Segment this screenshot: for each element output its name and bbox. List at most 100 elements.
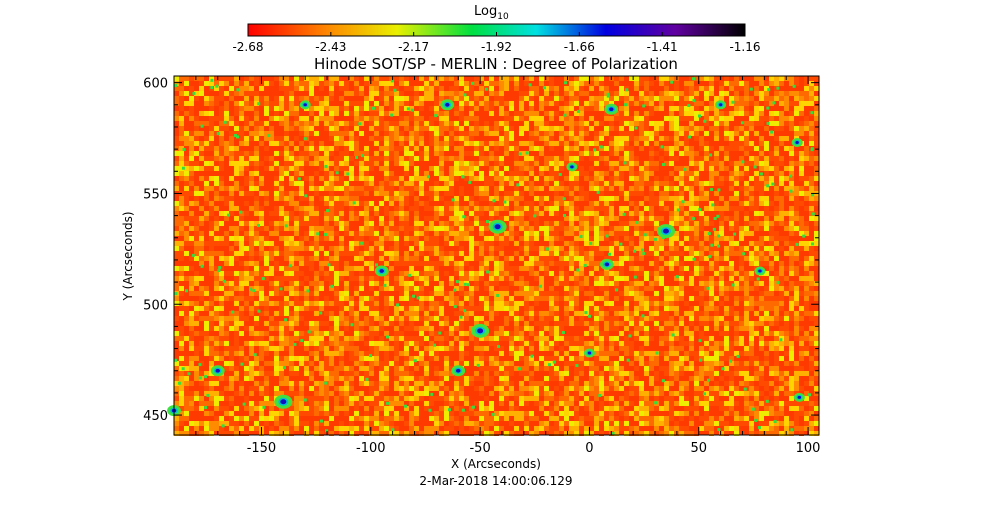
heatmap-cell xyxy=(789,256,794,261)
heatmap-cell xyxy=(684,216,689,221)
heatmap-cell xyxy=(299,166,304,171)
heatmap-cell xyxy=(734,146,739,151)
heatmap-cell xyxy=(439,281,444,286)
heatmap-cell xyxy=(664,306,669,311)
heatmap-cell xyxy=(179,131,184,136)
heatmap-cell xyxy=(739,161,744,166)
heatmap-cell xyxy=(754,281,759,286)
heatmap-cell xyxy=(274,321,279,326)
heatmap-cell xyxy=(354,81,359,86)
heatmap-cell xyxy=(279,166,284,171)
heatmap-cell xyxy=(704,131,709,136)
heatmap-cell xyxy=(509,176,514,181)
heatmap-cell xyxy=(194,161,199,166)
heatmap-cell xyxy=(669,96,674,101)
heatmap-cell xyxy=(759,96,764,101)
heatmap-cell xyxy=(219,106,224,111)
heatmap-cell xyxy=(414,291,419,296)
heatmap-cell xyxy=(464,331,469,336)
heatmap-cell xyxy=(309,211,314,216)
heatmap-cell xyxy=(774,91,779,96)
heatmap-cell xyxy=(269,126,274,131)
heatmap-cell xyxy=(579,281,584,286)
heatmap-cell xyxy=(784,221,789,226)
heatmap-cell xyxy=(519,141,524,146)
heatmap-cell xyxy=(364,161,369,166)
heatmap-cell xyxy=(244,121,249,126)
heatmap-cell xyxy=(724,306,729,311)
heatmap-cell xyxy=(539,311,544,316)
heatmap-cell xyxy=(719,331,724,336)
heatmap-cell xyxy=(329,351,334,356)
heatmap-cell xyxy=(404,271,409,276)
heatmap-cell xyxy=(329,206,334,211)
heatmap-cell xyxy=(569,106,574,111)
heatmap-cell xyxy=(279,331,284,336)
heatmap-cell xyxy=(684,266,689,271)
heatmap-cell xyxy=(784,241,789,246)
heatmap-cell xyxy=(634,231,639,236)
heatmap-cell xyxy=(324,346,329,351)
heatmap-cell xyxy=(179,106,184,111)
heatmap-cell xyxy=(744,221,749,226)
heatmap-cell xyxy=(484,126,489,131)
heatmap-cell xyxy=(359,331,364,336)
heatmap-cell xyxy=(244,166,249,171)
heatmap-cell xyxy=(469,106,474,111)
heatmap-cell xyxy=(174,111,179,116)
heatmap-cell xyxy=(184,196,189,201)
heatmap-cell xyxy=(219,141,224,146)
heatmap-cell xyxy=(469,336,474,341)
heatmap-cell xyxy=(354,141,359,146)
heatmap-cell xyxy=(399,271,404,276)
heatmap-cell xyxy=(469,196,474,201)
heatmap-cell xyxy=(709,206,714,211)
heatmap-cell xyxy=(749,176,754,181)
heatmap-cell xyxy=(314,186,319,191)
heatmap-cell xyxy=(459,141,464,146)
heatmap-cell xyxy=(389,171,394,176)
heatmap-cell xyxy=(589,326,594,331)
heatmap-cell xyxy=(514,211,519,216)
heatmap-cell xyxy=(694,176,699,181)
heatmap-cell xyxy=(374,206,379,211)
heatmap-cell xyxy=(439,161,444,166)
heatmap-cell xyxy=(729,146,734,151)
heatmap-cell xyxy=(774,256,779,261)
heatmap-cell xyxy=(299,141,304,146)
heatmap-cell xyxy=(634,331,639,336)
heatmap-cell xyxy=(804,286,809,291)
heatmap-cell xyxy=(664,286,669,291)
heatmap-cell xyxy=(454,271,459,276)
heatmap-cell xyxy=(339,246,344,251)
heatmap-cell xyxy=(729,141,734,146)
heatmap-cell xyxy=(459,81,464,86)
heatmap-cell xyxy=(639,146,644,151)
heatmap-cell xyxy=(744,201,749,206)
heatmap-cell xyxy=(514,346,519,351)
heatmap-cell xyxy=(389,76,394,81)
heatmap-cell xyxy=(674,261,679,266)
heatmap-cell xyxy=(549,231,554,236)
heatmap-cell xyxy=(259,256,264,261)
heatmap-cell xyxy=(474,91,479,96)
heatmap-cell xyxy=(214,271,219,276)
heatmap-cell xyxy=(749,116,754,121)
heatmap-cell xyxy=(209,161,214,166)
heatmap-cell xyxy=(569,176,574,181)
heatmap-cell xyxy=(574,186,579,191)
heatmap-cell xyxy=(769,331,774,336)
heatmap-cell xyxy=(429,206,434,211)
heatmap-cell xyxy=(759,196,764,201)
heatmap-cell xyxy=(684,81,689,86)
heatmap-cell xyxy=(564,301,569,306)
heatmap-cell xyxy=(789,266,794,271)
heatmap-cell xyxy=(519,211,524,216)
heatmap-cell xyxy=(519,286,524,291)
heatmap-cell xyxy=(274,111,279,116)
heatmap-cell xyxy=(339,131,344,136)
heatmap-cell xyxy=(289,256,294,261)
heatmap-cell xyxy=(509,236,514,241)
heatmap-cell xyxy=(674,331,679,336)
heatmap-cell xyxy=(444,156,449,161)
